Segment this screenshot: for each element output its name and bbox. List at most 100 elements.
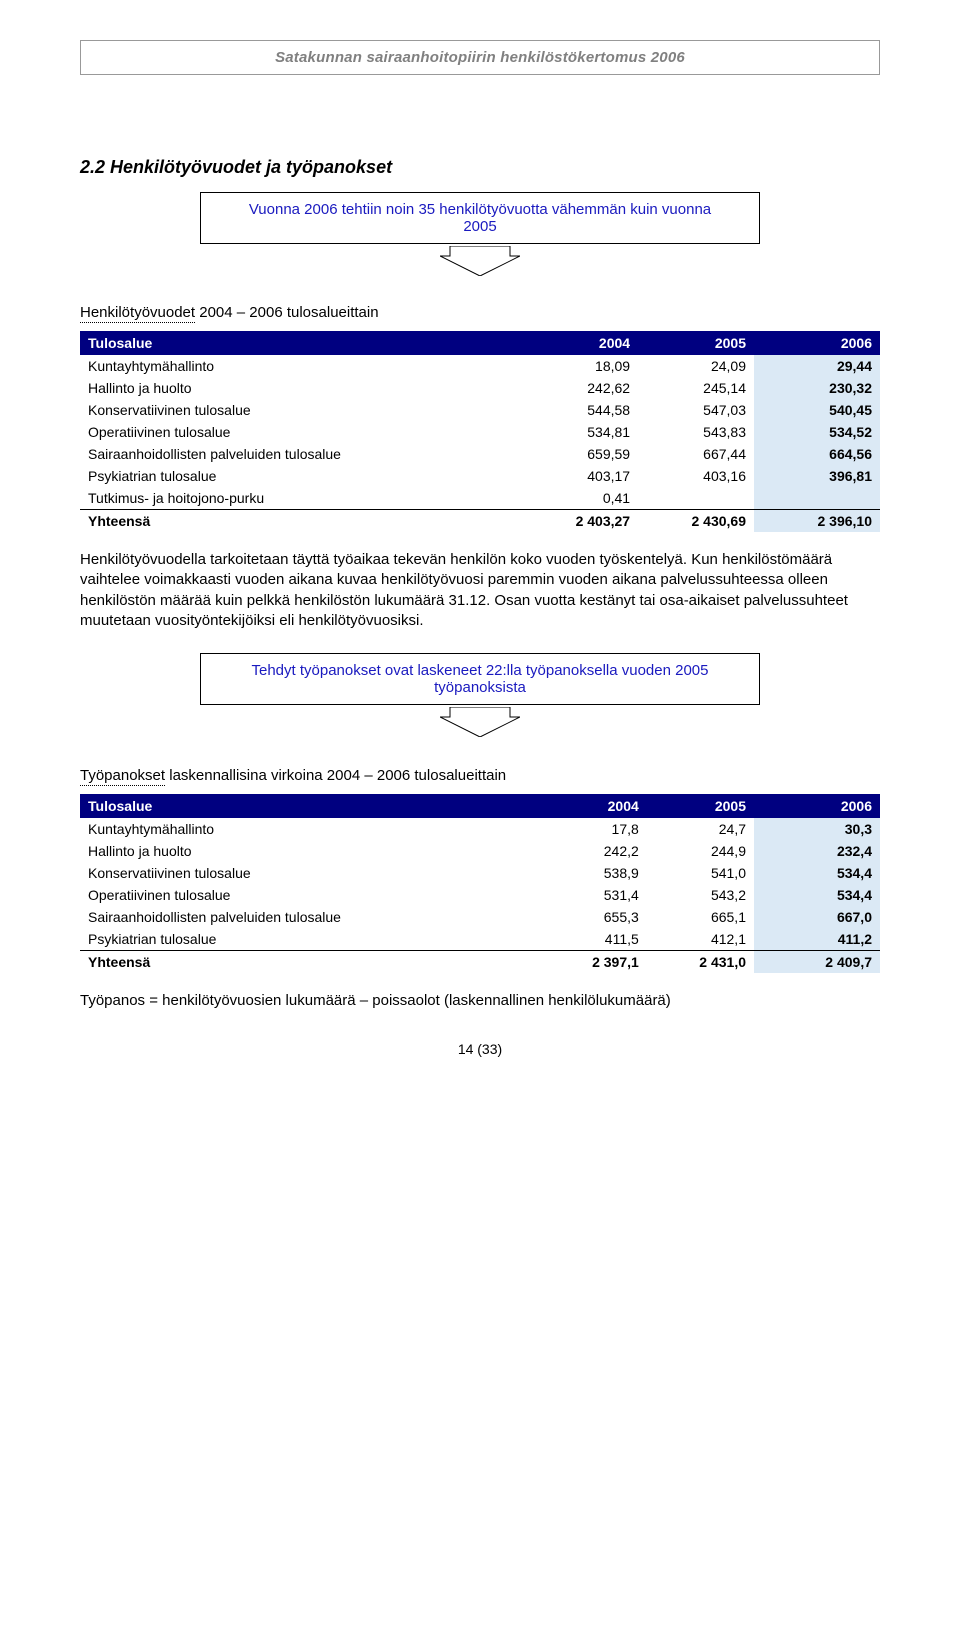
callout-2-box: Tehdyt työpanokset ovat laskeneet 22:lla… [200, 653, 760, 705]
cell: 232,4 [754, 840, 880, 862]
cell: 664,56 [754, 443, 880, 465]
table-1-col-3: 2006 [754, 331, 880, 355]
cell: 659,59 [522, 443, 638, 465]
cell: 531,4 [540, 884, 647, 906]
callout-2-line2: työpanoksista [434, 679, 526, 696]
table-1-col-1: 2004 [522, 331, 638, 355]
table-2: Tulosalue 2004 2005 2006 Kuntayhtymähall… [80, 794, 880, 973]
table-row: Hallinto ja huolto242,2244,9232,4 [80, 840, 880, 862]
cell: 655,3 [540, 906, 647, 928]
subheading-1-rest: 2004 – 2006 tulosalueittain [195, 304, 378, 321]
table-2-col-1: 2004 [540, 794, 647, 818]
table-1-total-row: Yhteensä2 403,272 430,692 396,10 [80, 510, 880, 533]
table-2-col-3: 2006 [754, 794, 880, 818]
spacer [80, 79, 880, 139]
table-row: Operatiivinen tulosalue534,81543,83534,5… [80, 421, 880, 443]
subheading-2: Työpanokset laskennallisina virkoina 200… [80, 767, 880, 784]
section-heading: 2.2 Henkilötyövuodet ja työpanokset [80, 157, 880, 178]
table-2-body: Kuntayhtymähallinto17,824,730,3 Hallinto… [80, 818, 880, 973]
cell: Hallinto ja huolto [80, 377, 522, 399]
cell: 230,32 [754, 377, 880, 399]
cell [638, 487, 754, 510]
cell: Yhteensä [80, 951, 540, 974]
cell: Tutkimus- ja hoitojono-purku [80, 487, 522, 510]
table-row: Sairaanhoidollisten palveluiden tulosalu… [80, 906, 880, 928]
cell: Konservatiivinen tulosalue [80, 399, 522, 421]
table-row: Psykiatrian tulosalue403,17403,16396,81 [80, 465, 880, 487]
cell: 24,09 [638, 355, 754, 377]
cell: 18,09 [522, 355, 638, 377]
cell: 403,16 [638, 465, 754, 487]
subheading-2-dotted: Työpanokset [80, 767, 165, 786]
table-2-total-row: Yhteensä2 397,12 431,02 409,7 [80, 951, 880, 974]
callout-1: Vuonna 2006 tehtiin noin 35 henkilötyövu… [80, 192, 880, 276]
callout-2-line1: Tehdyt työpanokset ovat laskeneet 22:lla… [252, 662, 709, 679]
footnote: Työpanos = henkilötyövuosien lukumäärä –… [80, 991, 880, 1011]
doc-header-box: Satakunnan sairaanhoitopiirin henkilöstö… [80, 40, 880, 75]
cell: 245,14 [638, 377, 754, 399]
cell: 29,44 [754, 355, 880, 377]
cell: 2 403,27 [522, 510, 638, 533]
cell: 540,45 [754, 399, 880, 421]
cell: Psykiatrian tulosalue [80, 928, 540, 951]
cell: 534,81 [522, 421, 638, 443]
table-row: Konservatiivinen tulosalue544,58547,0354… [80, 399, 880, 421]
table-2-col-2: 2005 [647, 794, 754, 818]
page-number: 14 (33) [80, 1041, 880, 1057]
cell: 534,4 [754, 862, 880, 884]
table-1: Tulosalue 2004 2005 2006 Kuntayhtymähall… [80, 331, 880, 532]
doc-header-text: Satakunnan sairaanhoitopiirin henkilöstö… [81, 49, 879, 66]
cell: 242,62 [522, 377, 638, 399]
cell: Sairaanhoidollisten palveluiden tulosalu… [80, 906, 540, 928]
cell: 2 431,0 [647, 951, 754, 974]
arrow-down-icon [440, 707, 520, 737]
cell: 396,81 [754, 465, 880, 487]
cell: Sairaanhoidollisten palveluiden tulosalu… [80, 443, 522, 465]
arrow-down-icon [440, 246, 520, 276]
table-2-col-0: Tulosalue [80, 794, 540, 818]
cell: 538,9 [540, 862, 647, 884]
subheading-1: Henkilötyövuodet 2004 – 2006 tulosalueit… [80, 304, 880, 321]
cell: 544,58 [522, 399, 638, 421]
cell: 2 409,7 [754, 951, 880, 974]
cell: 403,17 [522, 465, 638, 487]
cell: 2 397,1 [540, 951, 647, 974]
table-row: Psykiatrian tulosalue411,5412,1411,2 [80, 928, 880, 951]
cell: 412,1 [647, 928, 754, 951]
cell: Kuntayhtymähallinto [80, 355, 522, 377]
cell: 534,52 [754, 421, 880, 443]
cell: 2 430,69 [638, 510, 754, 533]
cell: 543,2 [647, 884, 754, 906]
table-row: Hallinto ja huolto242,62245,14230,32 [80, 377, 880, 399]
cell: 411,5 [540, 928, 647, 951]
cell: 667,0 [754, 906, 880, 928]
cell: 0,41 [522, 487, 638, 510]
cell: 244,9 [647, 840, 754, 862]
table-row: Tutkimus- ja hoitojono-purku0,41 [80, 487, 880, 510]
cell: 667,44 [638, 443, 754, 465]
cell: Kuntayhtymähallinto [80, 818, 540, 840]
cell: 541,0 [647, 862, 754, 884]
cell [754, 487, 880, 510]
cell: 534,4 [754, 884, 880, 906]
cell: Konservatiivinen tulosalue [80, 862, 540, 884]
cell: Hallinto ja huolto [80, 840, 540, 862]
table-row: Kuntayhtymähallinto17,824,730,3 [80, 818, 880, 840]
cell: 30,3 [754, 818, 880, 840]
cell: 2 396,10 [754, 510, 880, 533]
cell: 543,83 [638, 421, 754, 443]
table-2-header-row: Tulosalue 2004 2005 2006 [80, 794, 880, 818]
callout-2: Tehdyt työpanokset ovat laskeneet 22:lla… [80, 653, 880, 737]
table-1-col-0: Tulosalue [80, 331, 522, 355]
cell: 547,03 [638, 399, 754, 421]
subheading-2-rest: laskennallisina virkoina 2004 – 2006 tul… [165, 767, 506, 784]
table-row: Operatiivinen tulosalue531,4543,2534,4 [80, 884, 880, 906]
cell: Yhteensä [80, 510, 522, 533]
table-1-col-2: 2005 [638, 331, 754, 355]
cell: 17,8 [540, 818, 647, 840]
table-row: Sairaanhoidollisten palveluiden tulosalu… [80, 443, 880, 465]
body-paragraph: Henkilötyövuodella tarkoitetaan täyttä t… [80, 550, 880, 631]
cell: 242,2 [540, 840, 647, 862]
table-row: Kuntayhtymähallinto18,0924,0929,44 [80, 355, 880, 377]
table-row: Konservatiivinen tulosalue538,9541,0534,… [80, 862, 880, 884]
